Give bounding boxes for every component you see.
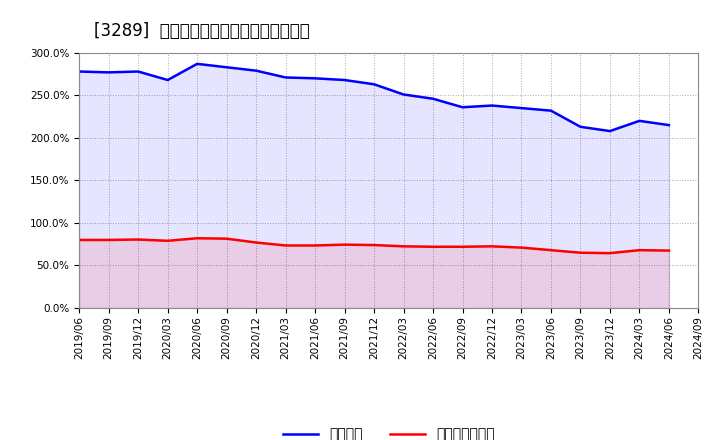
固定比率 xyxy=(134,69,143,74)
固定比率 xyxy=(282,75,290,80)
固定長期適合率 xyxy=(546,248,555,253)
固定長期適合率 xyxy=(370,242,379,248)
固定比率 xyxy=(606,128,614,134)
固定比率 xyxy=(458,105,467,110)
固定長期適合率 xyxy=(517,245,526,250)
固定長期適合率 xyxy=(222,236,231,241)
固定比率 xyxy=(428,96,437,101)
固定比率 xyxy=(399,92,408,97)
固定長期適合率 xyxy=(665,248,673,253)
固定長期適合率 xyxy=(252,240,261,245)
固定長期適合率 xyxy=(311,243,320,248)
固定比率 xyxy=(517,106,526,111)
固定比率 xyxy=(311,76,320,81)
Line: 固定比率: 固定比率 xyxy=(79,64,669,131)
固定比率 xyxy=(252,68,261,73)
固定比率 xyxy=(163,77,172,83)
固定比率 xyxy=(341,77,349,83)
固定長期適合率 xyxy=(104,237,113,242)
固定比率 xyxy=(635,118,644,124)
固定長期適合率 xyxy=(635,248,644,253)
固定長期適合率 xyxy=(75,237,84,242)
固定長期適合率 xyxy=(282,243,290,248)
固定長期適合率 xyxy=(399,244,408,249)
固定長期適合率 xyxy=(458,244,467,249)
Legend: 固定比率, 固定長期適合率: 固定比率, 固定長期適合率 xyxy=(277,422,500,440)
固定長期適合率 xyxy=(576,250,585,255)
Text: [3289]  固定比率、固定長期適合率の推移: [3289] 固定比率、固定長期適合率の推移 xyxy=(94,22,310,40)
固定長期適合率 xyxy=(341,242,349,247)
固定比率 xyxy=(222,65,231,70)
固定長期適合率 xyxy=(487,244,496,249)
固定比率 xyxy=(546,108,555,113)
固定比率 xyxy=(193,61,202,66)
固定長期適合率 xyxy=(134,237,143,242)
固定長期適合率 xyxy=(428,244,437,249)
固定比率 xyxy=(75,69,84,74)
Line: 固定長期適合率: 固定長期適合率 xyxy=(79,238,669,253)
固定比率 xyxy=(370,82,379,87)
固定比率 xyxy=(104,70,113,75)
固定比率 xyxy=(576,124,585,129)
固定長期適合率 xyxy=(193,235,202,241)
固定比率 xyxy=(487,103,496,108)
固定長期適合率 xyxy=(606,250,614,256)
固定長期適合率 xyxy=(163,238,172,243)
固定比率 xyxy=(665,122,673,128)
